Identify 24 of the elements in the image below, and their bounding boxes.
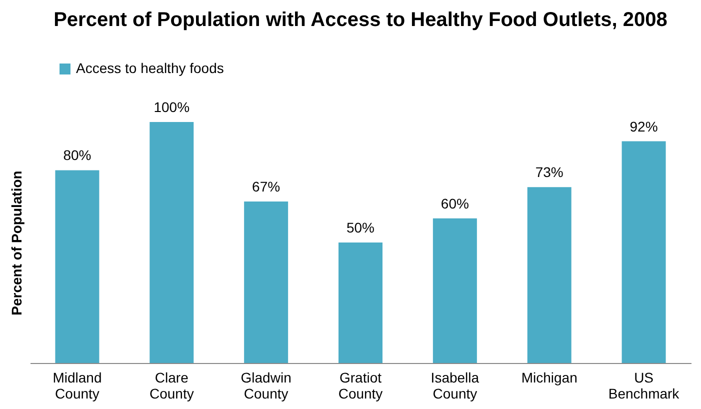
- x-tick-label: Gladwin County: [240, 370, 292, 402]
- x-tick-label: Clare County: [149, 370, 194, 402]
- data-label: 92%: [630, 118, 658, 134]
- y-axis-title: Percent of Population: [8, 170, 24, 316]
- data-label: 100%: [154, 99, 190, 115]
- bar: [432, 218, 477, 363]
- bar: [527, 187, 572, 363]
- bar: [338, 242, 382, 363]
- x-tick-label: Isabella County: [430, 370, 480, 402]
- data-label: 60%: [440, 195, 469, 212]
- bar: [622, 141, 666, 363]
- data-label: 50%: [346, 220, 375, 236]
- bar: [244, 202, 288, 363]
- data-label: 80%: [63, 147, 92, 164]
- bar: [55, 170, 100, 363]
- x-tick-label: US Benchmark: [608, 370, 680, 402]
- chart-title: Percent of Population with Access to Healthy Food Outlets, 2008: [54, 9, 668, 31]
- legend-label: Access to healthy foods: [76, 60, 224, 76]
- x-tick-label: Michigan: [521, 370, 578, 386]
- x-tick-label: Gratiot County: [338, 370, 383, 402]
- data-label: 73%: [535, 164, 564, 180]
- bar: [150, 122, 194, 363]
- data-label: 67%: [252, 178, 280, 195]
- x-tick-label: Midland County: [52, 370, 102, 402]
